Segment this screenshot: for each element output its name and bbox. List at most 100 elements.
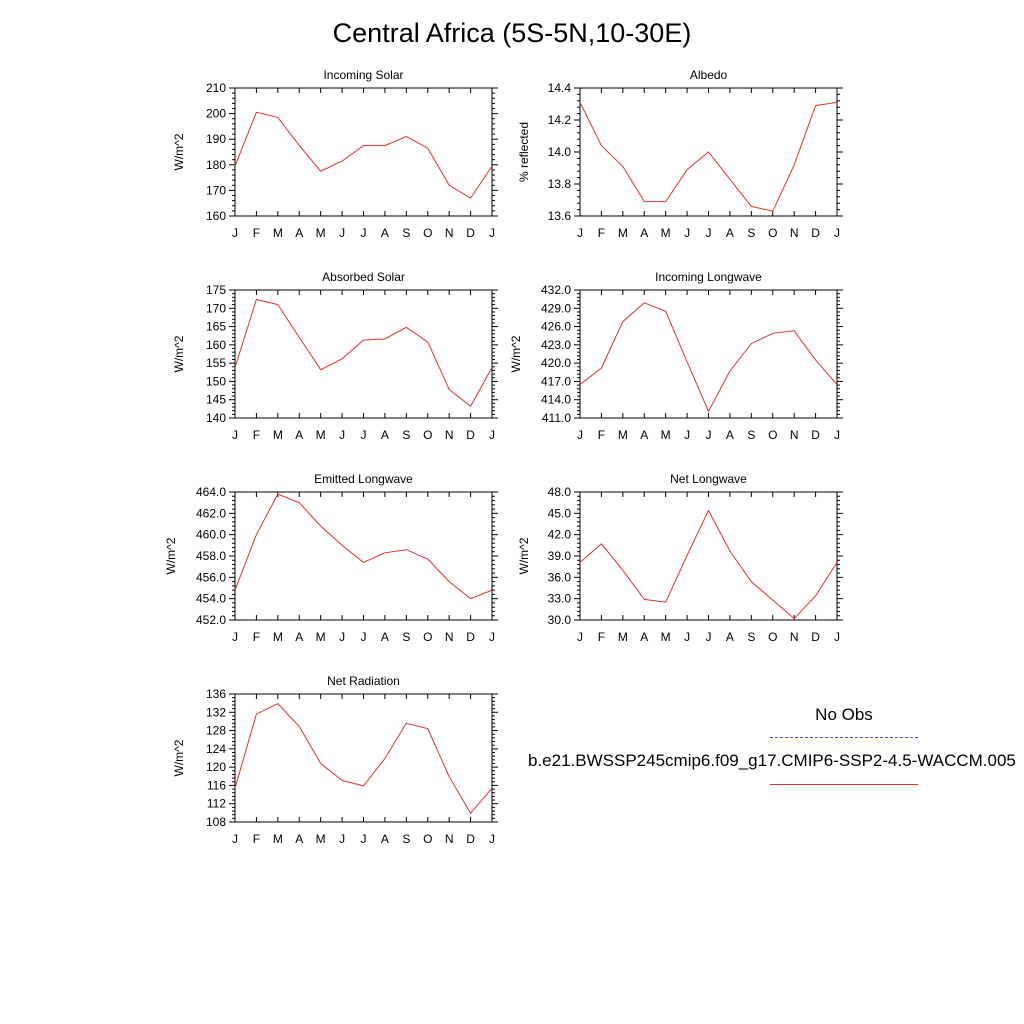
series-line <box>579 101 838 212</box>
x-tick-label: J <box>577 428 583 442</box>
y-tick-label: 145 <box>206 393 226 407</box>
x-tick-label: J <box>339 226 345 240</box>
x-tick-label: A <box>640 428 648 442</box>
y-axis-label: W/m^2 <box>172 335 186 372</box>
series-line <box>579 302 838 413</box>
plot-frame <box>234 491 493 621</box>
chart-title: Net Radiation <box>327 674 400 688</box>
x-tick-label: O <box>423 428 432 442</box>
plot-frame <box>579 289 838 419</box>
x-tick-label: A <box>381 832 389 846</box>
y-tick-label: 423.0 <box>541 338 571 352</box>
x-tick-label: M <box>273 630 283 644</box>
x-tick-label: M <box>273 832 283 846</box>
x-tick-label: N <box>445 226 454 240</box>
x-tick-label: M <box>316 226 326 240</box>
y-axis-label: % reflected <box>517 122 531 182</box>
y-tick-label: 13.8 <box>548 177 572 191</box>
chart-title: Incoming Longwave <box>655 270 762 284</box>
y-tick-label: 136 <box>206 687 226 701</box>
x-tick-label: J <box>577 226 583 240</box>
x-tick-label: M <box>661 630 671 644</box>
x-tick-label: M <box>618 226 628 240</box>
y-tick-label: 170 <box>206 183 226 197</box>
plot-frame <box>234 693 493 823</box>
y-tick-label: 454.0 <box>196 592 226 606</box>
y-tick-label: 39.0 <box>548 549 572 563</box>
y-tick-label: 45.0 <box>548 506 572 520</box>
y-tick-label: 108 <box>206 815 226 829</box>
y-tick-label: 200 <box>206 107 226 121</box>
series-line <box>579 509 838 620</box>
x-tick-label: J <box>489 226 495 240</box>
y-tick-label: 452.0 <box>196 613 226 627</box>
y-tick-label: 42.0 <box>548 528 572 542</box>
y-tick-label: 456.0 <box>196 570 226 584</box>
x-tick-label: N <box>445 428 454 442</box>
chart-title: Incoming Solar <box>323 68 403 82</box>
x-tick-label: J <box>339 630 345 644</box>
y-tick-label: 175 <box>206 283 226 297</box>
legend-obs-label: No Obs <box>815 705 873 724</box>
x-tick-label: D <box>811 630 820 644</box>
x-tick-label: A <box>295 832 303 846</box>
y-tick-label: 14.4 <box>548 81 572 95</box>
x-tick-label: J <box>361 428 367 442</box>
x-tick-label: J <box>684 428 690 442</box>
y-tick-label: 417.0 <box>541 374 571 388</box>
y-tick-label: 464.0 <box>196 485 226 499</box>
y-tick-label: 160 <box>206 209 226 223</box>
x-tick-label: D <box>811 428 820 442</box>
x-tick-label: J <box>232 226 238 240</box>
y-tick-label: 460.0 <box>196 528 226 542</box>
y-tick-label: 13.6 <box>548 209 572 223</box>
y-tick-label: 414.0 <box>541 393 571 407</box>
x-tick-label: O <box>768 428 777 442</box>
series-line <box>234 298 493 408</box>
y-tick-label: 116 <box>207 778 226 792</box>
x-tick-label: A <box>295 630 303 644</box>
x-tick-label: J <box>706 428 712 442</box>
x-tick-label: J <box>489 428 495 442</box>
x-tick-label: A <box>726 226 734 240</box>
x-tick-label: J <box>684 630 690 644</box>
y-tick-label: 120 <box>206 760 226 774</box>
x-tick-label: J <box>339 428 345 442</box>
x-tick-label: J <box>834 428 840 442</box>
y-tick-label: 128 <box>206 724 226 738</box>
page-title: Central Africa (5S-5N,10-30E) <box>332 18 692 48</box>
y-tick-label: 180 <box>206 158 226 172</box>
x-tick-label: F <box>598 630 605 644</box>
x-tick-label: O <box>423 630 432 644</box>
x-tick-label: F <box>598 226 605 240</box>
x-tick-label: J <box>489 832 495 846</box>
y-tick-label: 426.0 <box>541 320 571 334</box>
y-tick-label: 150 <box>206 374 226 388</box>
x-tick-label: N <box>790 226 799 240</box>
chart-title: Albedo <box>690 68 728 82</box>
y-tick-label: 36.0 <box>548 570 572 584</box>
x-tick-label: F <box>253 630 260 644</box>
x-tick-label: N <box>445 630 454 644</box>
x-tick-label: A <box>295 226 303 240</box>
y-tick-label: 132 <box>206 705 226 719</box>
x-tick-label: D <box>466 630 475 644</box>
x-tick-label: D <box>811 226 820 240</box>
y-tick-label: 140 <box>206 411 226 425</box>
y-tick-label: 30.0 <box>548 613 572 627</box>
x-tick-label: J <box>834 630 840 644</box>
x-tick-label: A <box>726 428 734 442</box>
legend-model-label: b.e21.BWSSP245cmip6.f09_g17.CMIP6-SSP2-4… <box>528 751 1016 770</box>
x-tick-label: A <box>640 226 648 240</box>
chart-title: Absorbed Solar <box>322 270 405 284</box>
x-tick-label: S <box>402 428 410 442</box>
y-tick-label: 420.0 <box>541 356 571 370</box>
x-tick-label: O <box>423 832 432 846</box>
x-tick-label: J <box>339 832 345 846</box>
x-tick-label: A <box>726 630 734 644</box>
y-tick-label: 170 <box>206 301 226 315</box>
y-tick-label: 160 <box>206 338 226 352</box>
